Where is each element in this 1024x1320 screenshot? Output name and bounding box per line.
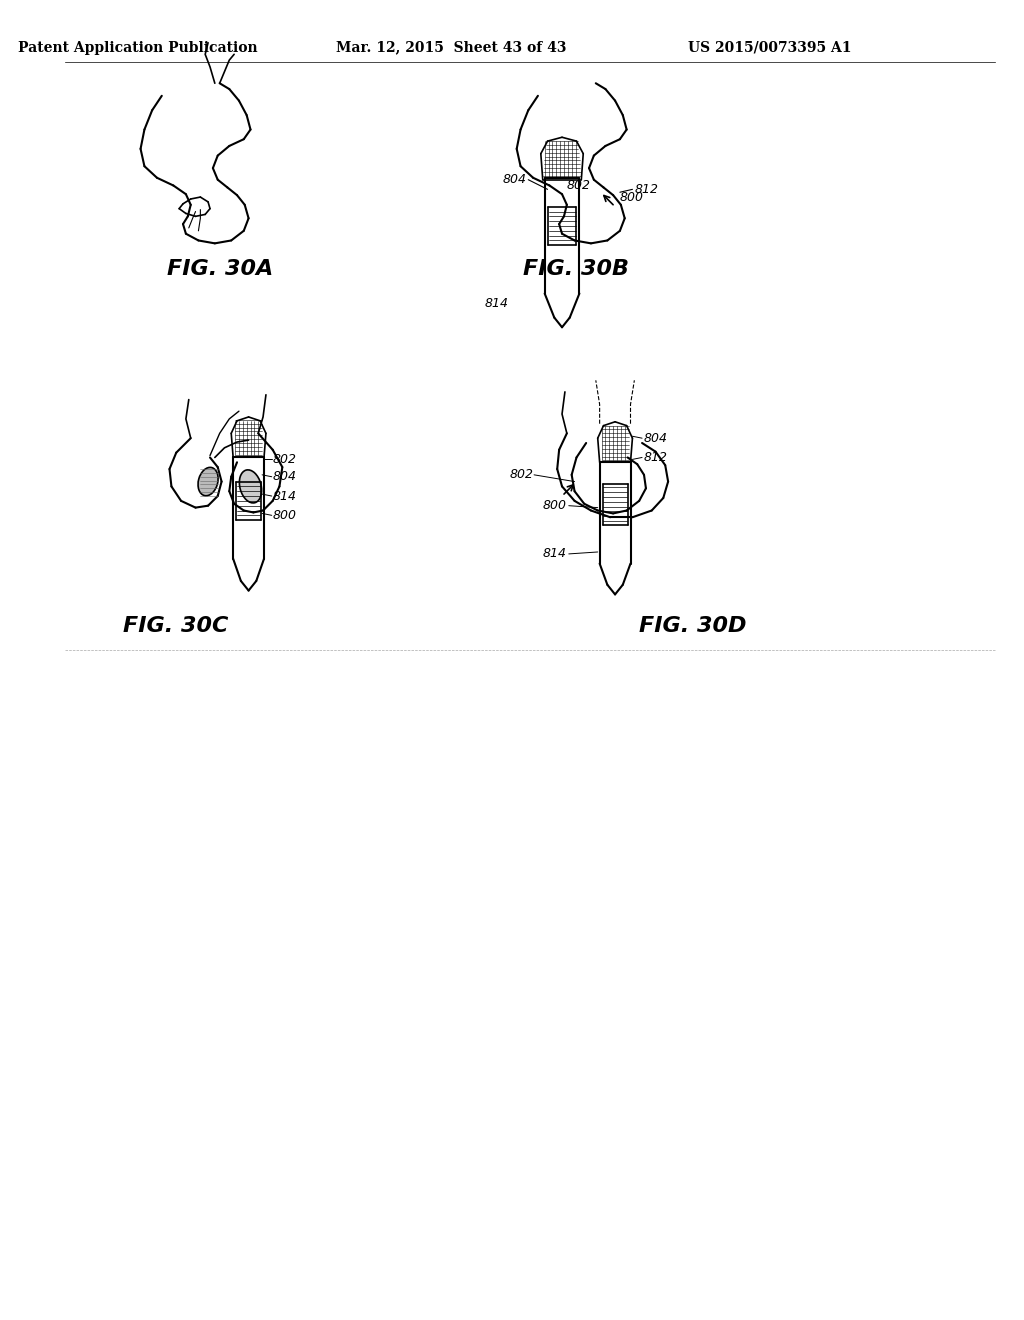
Text: 800: 800 (543, 499, 567, 512)
Text: 802: 802 (509, 469, 534, 482)
Text: 814: 814 (485, 297, 509, 310)
Text: 814: 814 (543, 548, 567, 561)
Text: FIG. 30A: FIG. 30A (167, 260, 272, 280)
Text: 804: 804 (644, 432, 668, 445)
Text: FIG. 30B: FIG. 30B (523, 260, 630, 280)
Ellipse shape (240, 470, 262, 503)
Text: 804: 804 (503, 173, 526, 186)
Text: 814: 814 (272, 490, 297, 503)
Text: 800: 800 (620, 190, 644, 203)
Text: US 2015/0073395 A1: US 2015/0073395 A1 (688, 41, 851, 54)
Text: 800: 800 (272, 508, 297, 521)
Text: 802: 802 (272, 453, 297, 466)
Text: FIG. 30D: FIG. 30D (639, 616, 746, 636)
Text: Mar. 12, 2015  Sheet 43 of 43: Mar. 12, 2015 Sheet 43 of 43 (336, 41, 566, 54)
Text: 804: 804 (272, 470, 297, 483)
Ellipse shape (198, 467, 218, 496)
Text: FIG. 30C: FIG. 30C (123, 616, 228, 636)
Text: 812: 812 (644, 451, 668, 463)
Text: Patent Application Publication: Patent Application Publication (17, 41, 257, 54)
Text: 812: 812 (634, 183, 658, 195)
Text: 802: 802 (567, 180, 591, 191)
